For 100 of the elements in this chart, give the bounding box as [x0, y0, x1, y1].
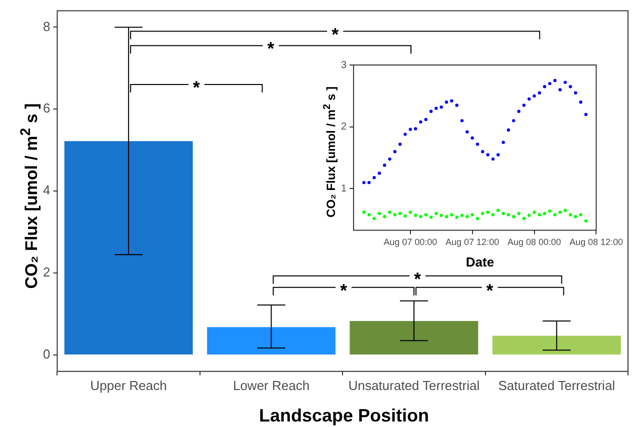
x-tick-label: Unsaturated Terrestrial — [348, 378, 480, 393]
point — [470, 213, 474, 216]
point — [362, 180, 366, 184]
point — [455, 216, 458, 219]
x-tick-label: Upper Reach — [90, 378, 167, 393]
point — [424, 213, 428, 216]
bar — [492, 336, 621, 355]
point — [486, 153, 490, 156]
point — [491, 157, 495, 161]
y-tick-label: 1 — [341, 183, 347, 194]
y-tick-label: 6 — [42, 100, 50, 116]
x-tick-label: Lower Reach — [232, 378, 310, 393]
point — [584, 112, 588, 116]
point — [553, 78, 557, 82]
point — [496, 208, 500, 212]
x-tick-label: Aug 08 12:00 — [569, 237, 624, 248]
point — [455, 104, 458, 107]
point — [444, 100, 448, 104]
point — [414, 127, 418, 130]
point — [440, 105, 443, 109]
point — [404, 214, 407, 218]
point — [502, 212, 505, 216]
point — [408, 128, 412, 131]
point — [466, 130, 469, 134]
point — [491, 213, 495, 216]
point — [512, 119, 516, 122]
point — [429, 110, 433, 114]
point — [476, 216, 480, 220]
point — [367, 213, 371, 216]
point — [444, 214, 448, 218]
bar — [350, 321, 478, 355]
x-tick-label: Aug 08 00:00 — [507, 237, 562, 248]
point — [502, 140, 505, 144]
point — [528, 214, 531, 217]
point — [460, 214, 464, 217]
point — [434, 106, 438, 110]
x-tick-label: Saturated Terrestrial — [498, 378, 616, 393]
point — [542, 85, 546, 88]
point — [460, 119, 464, 122]
annotation: * — [192, 78, 200, 98]
point — [506, 128, 510, 132]
point — [450, 99, 454, 102]
bar — [64, 141, 193, 355]
y-tick-label: 2 — [341, 122, 347, 133]
point — [532, 210, 536, 214]
point — [398, 212, 402, 216]
significance-bracket: * — [272, 279, 414, 300]
point — [568, 85, 572, 88]
point — [579, 100, 582, 104]
point — [393, 150, 396, 154]
point — [372, 216, 376, 220]
point — [424, 118, 428, 122]
point — [538, 91, 542, 94]
point — [481, 150, 484, 154]
point — [419, 214, 422, 218]
point — [496, 153, 500, 156]
point — [512, 214, 516, 218]
point — [574, 91, 578, 94]
point — [429, 216, 433, 219]
point — [372, 176, 376, 180]
point — [440, 214, 443, 217]
point — [367, 180, 371, 184]
x-tick-label: Aug 07 00:00 — [384, 237, 438, 248]
significance-bracket: * — [130, 76, 263, 98]
point — [522, 104, 526, 107]
point — [538, 213, 542, 216]
point — [382, 164, 386, 167]
y-tick-label: 8 — [42, 18, 50, 34]
point — [378, 212, 381, 216]
point — [476, 142, 480, 146]
point — [404, 132, 407, 136]
x-tick-label: Aug 07 12:00 — [446, 237, 500, 248]
y-tick-label: 0 — [42, 346, 50, 362]
point — [434, 212, 438, 216]
point — [362, 210, 366, 214]
point — [408, 210, 412, 214]
point — [466, 214, 469, 218]
point — [542, 212, 546, 216]
point — [486, 210, 490, 214]
point — [378, 172, 381, 175]
point — [532, 94, 536, 98]
point — [558, 210, 562, 214]
point — [414, 214, 418, 217]
point — [528, 97, 531, 101]
point — [481, 212, 484, 216]
annotation: * — [340, 280, 348, 300]
point — [564, 208, 567, 212]
bar — [207, 327, 336, 355]
y-tick-label: 4 — [42, 182, 50, 198]
point — [548, 82, 552, 86]
point — [506, 213, 510, 216]
point — [522, 216, 526, 220]
point — [419, 120, 422, 124]
point — [388, 210, 392, 214]
point — [382, 214, 386, 218]
point — [388, 157, 392, 161]
x-axis-title: Landscape Position — [258, 406, 430, 426]
point — [398, 142, 402, 146]
point — [553, 213, 557, 216]
x-axis-title: Date — [466, 254, 494, 270]
